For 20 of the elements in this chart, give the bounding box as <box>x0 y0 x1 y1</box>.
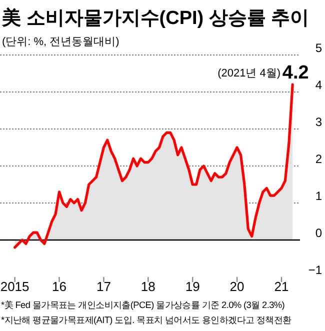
x-tick-label: 19 <box>185 279 200 294</box>
title: 美 소비자물가지수(CPI) 상승률 추이 <box>2 8 310 29</box>
y-tick-label: −1 <box>308 263 322 277</box>
x-tick-label: 21 <box>274 279 289 294</box>
x-tick-label: 2015 <box>0 279 30 294</box>
y-tick-label: 3 <box>315 115 322 129</box>
annotation: (2021년 4월) <box>218 68 281 80</box>
x-tick-label: 16 <box>52 279 66 294</box>
y-tick-label: 1 <box>315 189 322 203</box>
text: *지난해 평균물가목표제(AIT) 도입. 목표치 넘어서도 용인하겠다고 정책전환 <box>1 315 292 325</box>
y-tick-label: 4 <box>315 78 322 92</box>
subtitle: (단위: %, 전년동월대비) <box>2 36 120 48</box>
x-tick-label: 17 <box>96 279 111 294</box>
data-label: 4.2 <box>282 62 309 84</box>
y-tick-label: 0 <box>315 226 322 240</box>
text: *美 Fed 물가목표는 개인소비지출(PCE) 물가상승률 기준 2.0% (3월 2.3%) <box>1 300 285 310</box>
y-tick-label: 2 <box>315 152 322 166</box>
y-tick-label: 5 <box>315 41 322 55</box>
x-tick-label: 20 <box>230 279 244 294</box>
x-tick-label: 18 <box>140 279 156 294</box>
